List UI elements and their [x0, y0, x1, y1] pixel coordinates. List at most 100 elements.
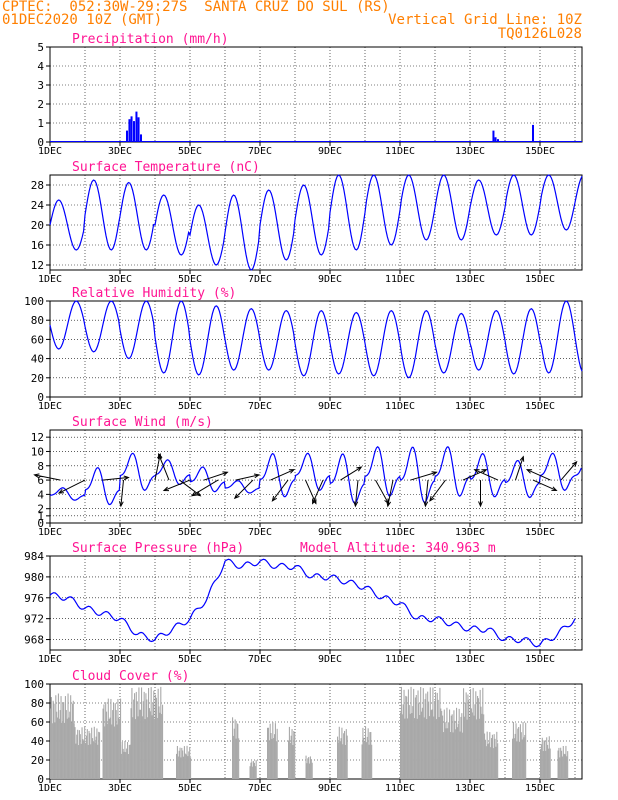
cloud-bar	[294, 733, 296, 779]
cloud-bar	[412, 706, 414, 779]
precip-bar	[133, 121, 135, 142]
cloud-bar	[234, 719, 236, 779]
cloud-bar	[489, 732, 491, 779]
cloud-bar	[253, 762, 255, 779]
cloud-bar	[434, 700, 436, 779]
wind-arrow	[58, 479, 86, 494]
wind-arrow	[532, 479, 557, 491]
cloud-bar	[72, 700, 74, 779]
cloud-bar	[141, 716, 143, 779]
cloud-bar	[176, 746, 178, 779]
cloud-bar	[238, 738, 240, 779]
cloud-bar	[487, 744, 489, 779]
cloud-bar	[415, 694, 417, 779]
cloud-bar	[187, 756, 189, 779]
cloud-bar	[309, 756, 311, 779]
x-tick-label: 7DEC	[248, 401, 272, 412]
cloud-bar	[422, 688, 424, 779]
cloud-bar	[154, 718, 156, 779]
cloud-bar	[188, 751, 190, 779]
x-tick-label: 1DEC	[38, 401, 62, 412]
cloud-bar	[88, 730, 90, 779]
cloud-bar	[255, 760, 257, 779]
cloud-bar	[104, 726, 106, 779]
wind-arrow	[312, 479, 324, 504]
cloud-bar	[252, 766, 254, 779]
cloud-bar	[125, 752, 127, 779]
cloud-bar	[479, 689, 481, 779]
cloud-bar	[290, 735, 292, 779]
cloud-bar	[491, 734, 493, 779]
cloud-bar	[63, 702, 65, 779]
y-tick-label: 984	[24, 550, 44, 563]
cloud-bar	[119, 718, 121, 779]
cloud-bar	[236, 723, 238, 779]
wind-arrow	[235, 474, 260, 481]
cloud-bar	[542, 751, 544, 779]
wind-arrow	[154, 453, 161, 481]
wind-arrow-head	[571, 460, 578, 467]
cloud-bar	[365, 742, 367, 779]
x-tick-label: 11DEC	[385, 401, 415, 412]
cloud-bar	[64, 722, 66, 779]
cloud-bar	[106, 723, 108, 779]
x-tick-label: 5DEC	[178, 654, 202, 665]
cloud-bar	[484, 739, 486, 779]
cloud-bar	[419, 715, 421, 779]
y-tick-label: 20	[31, 219, 44, 232]
cloud-bar	[337, 742, 339, 779]
cloud-bar	[428, 716, 430, 779]
y-tick-label: 80	[31, 314, 44, 327]
wind-arrow	[34, 474, 61, 481]
wind-arrow	[102, 476, 129, 481]
cloud-bar	[557, 750, 559, 779]
cloud-bar	[562, 746, 564, 779]
cloud-bar	[339, 741, 341, 779]
x-tick-label: 5DEC	[178, 401, 202, 412]
wind-arrow-head	[519, 455, 525, 462]
cloud-bar	[404, 718, 406, 779]
cloud-bar	[134, 693, 136, 779]
wind-arrow-head	[353, 501, 359, 508]
cloud-bar	[61, 722, 63, 779]
cloud-bar	[480, 706, 482, 779]
cloud-bar	[274, 734, 276, 779]
cloud-bar	[439, 687, 441, 779]
cloud-bar	[470, 689, 472, 779]
cloud-bar	[128, 745, 130, 779]
cloud-bar	[92, 741, 94, 779]
cloud-bar	[521, 739, 523, 779]
x-tick-label: 7DEC	[248, 146, 272, 157]
cloud-bar	[414, 718, 416, 779]
cloud-bar	[137, 716, 139, 779]
cloud-bar	[363, 737, 365, 779]
cloud-bar	[493, 734, 495, 779]
x-tick-label: 15DEC	[525, 274, 555, 285]
x-tick-label: 11DEC	[385, 783, 415, 794]
wind-arrow	[515, 456, 524, 481]
cloud-bar	[288, 726, 290, 779]
cloud-bar	[56, 711, 58, 779]
cloud-bar	[54, 722, 56, 779]
cloud-bar	[365, 726, 367, 779]
cloud-bar	[408, 705, 410, 779]
cloud-bar	[343, 733, 345, 779]
y-tick-label: 0	[37, 517, 44, 530]
wind-arrow-head	[481, 469, 488, 474]
cloud-bar	[233, 728, 235, 779]
x-tick-label: 3DEC	[108, 527, 132, 538]
cloud-bar	[467, 694, 469, 779]
cloud-bar	[270, 733, 272, 779]
cloud-bar	[73, 723, 75, 779]
station-header: CPTEC: 052:30W-29:27S SANTA CRUZ DO SUL …	[2, 0, 390, 15]
x-tick-label: 11DEC	[385, 274, 415, 285]
panel-temp	[46, 174, 583, 274]
cloud-bar	[517, 728, 519, 779]
cloud-bar	[153, 690, 155, 779]
precip-bar	[492, 130, 495, 142]
cloud-bar	[371, 744, 373, 779]
cloud-bar	[514, 733, 516, 779]
x-tick-label: 15DEC	[525, 783, 555, 794]
cloud-bar	[558, 747, 560, 779]
cloud-bar	[457, 723, 459, 779]
